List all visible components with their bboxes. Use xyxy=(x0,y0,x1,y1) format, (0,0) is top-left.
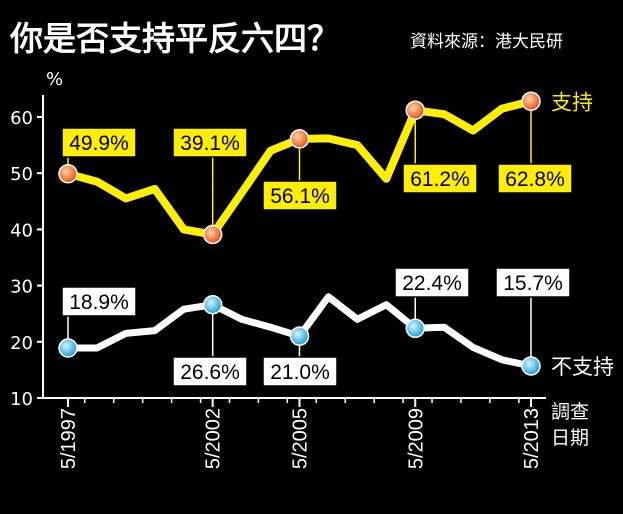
data-label-box xyxy=(497,163,573,194)
data-label: 18.9% xyxy=(61,286,137,317)
data-label: 26.6% xyxy=(172,356,248,387)
x-tick-label: 5/2013 xyxy=(521,408,543,469)
support-marker xyxy=(405,100,425,121)
data-label-text: 39.1% xyxy=(180,132,240,155)
series-label-support: 支持 xyxy=(551,90,593,114)
oppose-marker xyxy=(58,338,78,358)
oppose-marker xyxy=(289,326,310,346)
data-label-text: 49.9% xyxy=(69,132,129,155)
data-label-text: 61.2% xyxy=(410,168,470,191)
data-label-box xyxy=(172,356,248,387)
data-label-box xyxy=(402,163,478,194)
oppose-marker xyxy=(405,318,425,339)
x-tick-label: 5/1997 xyxy=(58,408,80,469)
data-label-text: 22.4% xyxy=(402,272,462,295)
data-label-box xyxy=(61,286,137,317)
data-label-box xyxy=(61,127,137,158)
data-label-text: 56.1% xyxy=(270,185,330,208)
data-label-box xyxy=(262,180,338,211)
data-label-box xyxy=(394,267,470,298)
data-label: 22.4% xyxy=(394,267,470,298)
data-label: 56.1% xyxy=(262,180,338,211)
oppose-marker xyxy=(202,294,223,315)
data-label: 49.9% xyxy=(61,127,137,158)
y-tick-label: 10 xyxy=(10,389,33,410)
support-marker xyxy=(289,129,310,149)
data-label-text: 18.9% xyxy=(69,291,129,314)
y-tick-label: 40 xyxy=(10,220,33,241)
y-tick-label: 60 xyxy=(10,108,33,129)
x-axis-label-line1: 調查 xyxy=(551,401,589,423)
data-label-text: 62.8% xyxy=(505,168,565,191)
series-label-oppose: 不支持 xyxy=(551,355,614,379)
data-label: 61.2% xyxy=(402,163,478,194)
support-marker xyxy=(202,224,223,245)
y-tick-label: 30 xyxy=(10,277,33,298)
x-tick-label: 5/2005 xyxy=(290,408,312,469)
data-labels: 49.9% 39.1% 56.1% 61.2% 62.8% 18.9% 26.6% 21.0%… xyxy=(61,127,573,387)
data-label-text: 15.7% xyxy=(503,272,563,295)
data-label-box xyxy=(495,267,571,298)
data-label: 62.8% xyxy=(497,163,573,194)
y-tick-label: 20 xyxy=(10,333,33,354)
x-tick-label: 5/2002 xyxy=(203,408,225,469)
data-label-text: 21.0% xyxy=(270,361,330,384)
data-label: 15.7% xyxy=(495,267,571,298)
data-label-text: 26.6% xyxy=(180,361,240,384)
y-axis-unit-label: % xyxy=(46,69,63,90)
series-markers xyxy=(58,91,541,376)
support-marker xyxy=(58,164,78,184)
x-tick-label: 5/2009 xyxy=(405,408,427,469)
oppose-marker xyxy=(521,356,541,376)
support-marker xyxy=(521,91,541,112)
data-label-box xyxy=(172,127,248,158)
data-label: 21.0% xyxy=(262,356,338,387)
data-label: 39.1% xyxy=(172,127,248,158)
axes: 10 20 30 40 50 60 5/1997 5/2002 5/2005 5/2009 5/20… xyxy=(10,95,546,469)
chart-source: 資料來源：港大民研 xyxy=(410,32,563,52)
chart-title: 你是否支持平反六四？ xyxy=(9,19,340,58)
x-axis-label-line2: 日期 xyxy=(551,427,589,449)
y-tick-label: 50 xyxy=(10,164,33,185)
data-label-box xyxy=(262,356,338,387)
